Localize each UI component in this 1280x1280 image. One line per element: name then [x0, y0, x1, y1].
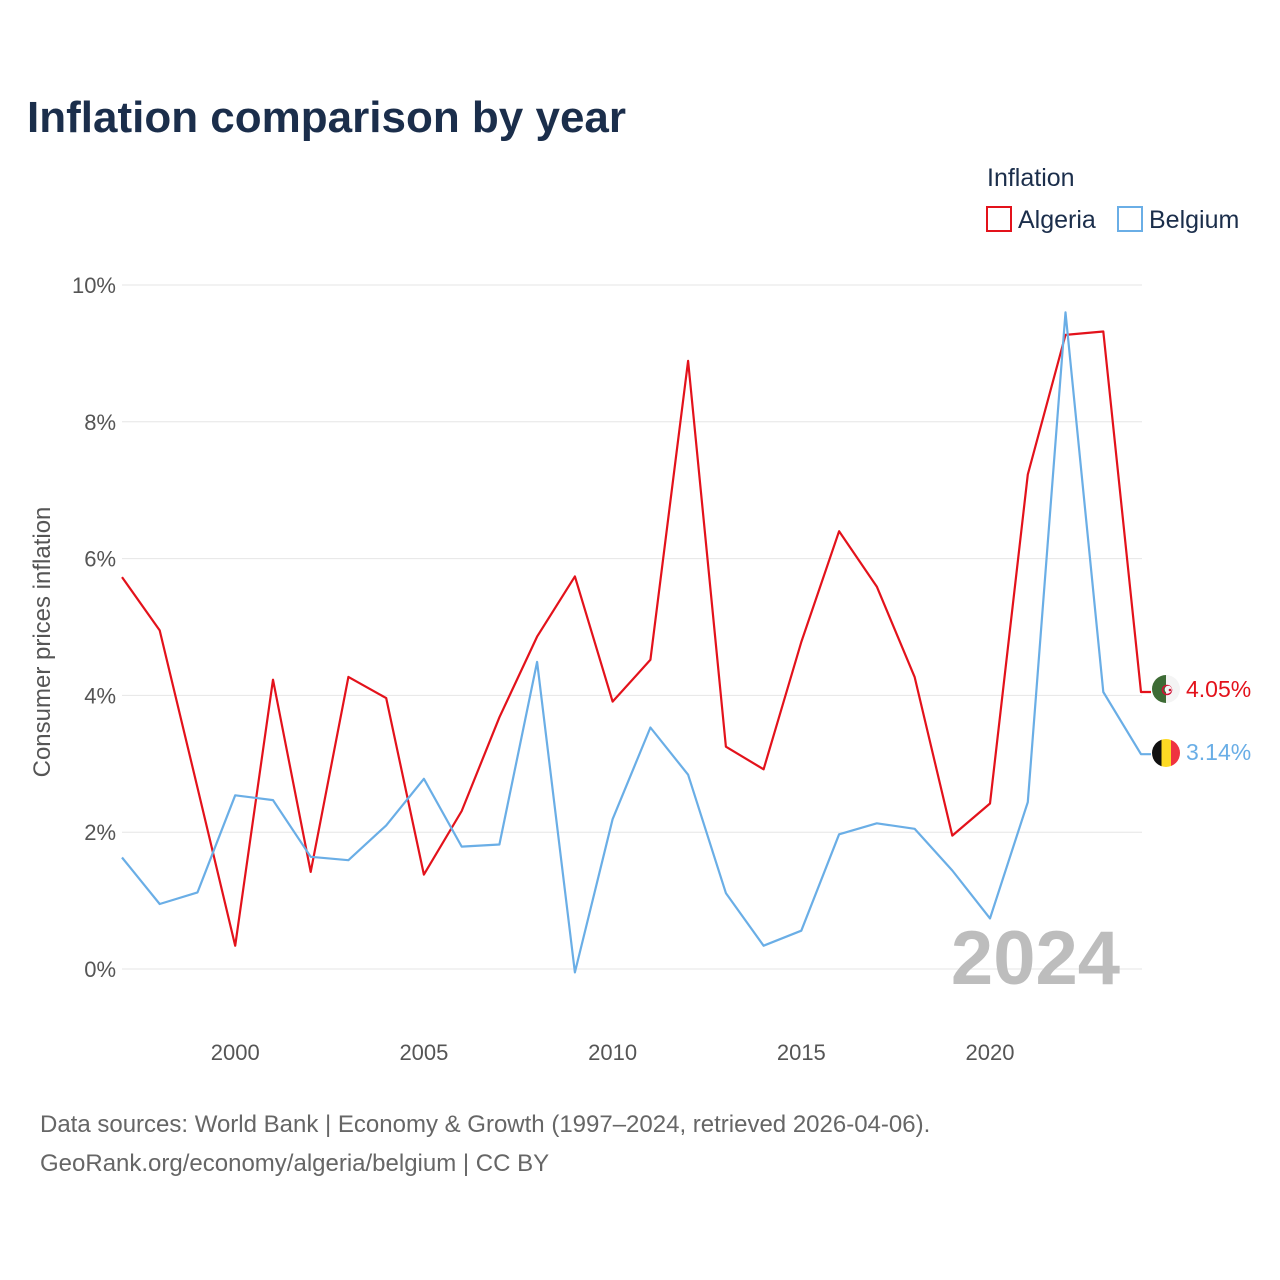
series-line-belgium[interactable]: [121, 311, 1151, 974]
y-tick-label: 0%: [84, 957, 116, 982]
y-tick-label: 2%: [84, 820, 116, 845]
belgium-flag-icon: [1152, 739, 1180, 767]
legend-item-belgium[interactable]: Belgium: [1117, 206, 1239, 234]
series-lines: [121, 311, 1151, 974]
end-marker-belgium: 3.14%: [1152, 739, 1251, 767]
legend-label-algeria: Algeria: [1018, 206, 1096, 234]
x-tick-label: 2000: [211, 1040, 260, 1065]
chart-title: Inflation comparison by year: [27, 93, 626, 142]
end-value-belgium: 3.14%: [1186, 739, 1251, 765]
y-tick-label: 10%: [72, 273, 116, 298]
y-axis-ticks: 0% 2% 4% 6% 8% 10%: [72, 273, 116, 982]
source-line-2[interactable]: GeoRank.org/economy/algeria/belgium | CC…: [40, 1150, 549, 1177]
source-line-1: Data sources: World Bank | Economy & Gro…: [40, 1111, 930, 1138]
legend-label-belgium: Belgium: [1149, 206, 1239, 234]
y-tick-label: 4%: [84, 683, 116, 708]
legend: Inflation Algeria Belgium: [986, 164, 1239, 234]
end-value-algeria: 4.05%: [1186, 676, 1251, 702]
x-tick-label: 2010: [588, 1040, 637, 1065]
y-tick-label: 8%: [84, 410, 116, 435]
x-tick-label: 2020: [966, 1040, 1015, 1065]
year-watermark: 2024: [951, 916, 1120, 1001]
y-axis-label: Consumer prices inflation: [29, 507, 56, 778]
x-tick-label: 2005: [399, 1040, 448, 1065]
legend-item-algeria[interactable]: Algeria: [986, 206, 1096, 234]
algeria-flag-icon: [1152, 675, 1180, 703]
legend-swatch-algeria: [986, 206, 1012, 232]
end-marker-algeria: 4.05%: [1152, 675, 1251, 703]
y-tick-label: 6%: [84, 547, 116, 572]
x-axis-ticks: 2000 2005 2010 2015 2020: [211, 1040, 1015, 1065]
legend-title: Inflation: [987, 164, 1075, 192]
x-tick-label: 2015: [777, 1040, 826, 1065]
legend-swatch-belgium: [1117, 206, 1143, 232]
gridlines: [122, 284, 1142, 970]
series-line-algeria[interactable]: [121, 330, 1151, 947]
